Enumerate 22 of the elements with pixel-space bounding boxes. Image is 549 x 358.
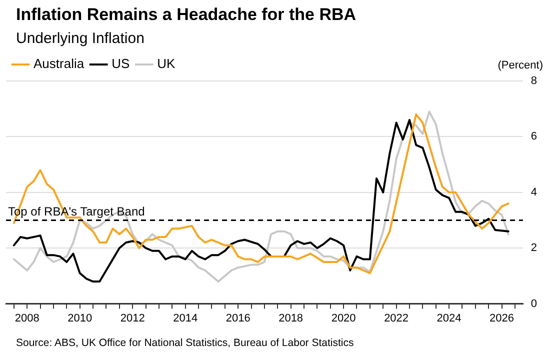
x-tick-label: 2026 <box>490 312 514 324</box>
x-tick-label: 2008 <box>14 312 40 324</box>
chart-subtitle: Underlying Inflation <box>16 30 144 47</box>
y-tick-label: 6 <box>530 130 538 143</box>
y-tick-label: 4 <box>530 186 538 198</box>
y-tick-label: 8 <box>530 75 538 88</box>
chart-title: Inflation Remains a Headache for the RBA <box>16 5 356 25</box>
legend-label: UK <box>157 56 176 72</box>
x-tick-label: 2014 <box>173 312 198 324</box>
y-tick-label: 2 <box>530 242 538 254</box>
x-tick-label: 2018 <box>278 312 304 324</box>
legend-label: US <box>112 56 130 72</box>
x-tick-label: 2022 <box>384 312 409 324</box>
x-tick-label: 2010 <box>68 312 92 324</box>
y-axis-title: (Percent) <box>498 60 543 72</box>
y-tick-label: 0 <box>530 298 538 310</box>
x-tick-label: 2024 <box>436 312 462 324</box>
x-tick-label: 2016 <box>226 312 250 324</box>
x-tick-label: 2012 <box>120 312 145 324</box>
source-note: Source: ABS, UK Office for National Statistics, Bureau of Labor Statistics <box>16 337 354 349</box>
x-tick-label: 2020 <box>331 312 356 324</box>
legend-label: Australia <box>34 56 85 72</box>
